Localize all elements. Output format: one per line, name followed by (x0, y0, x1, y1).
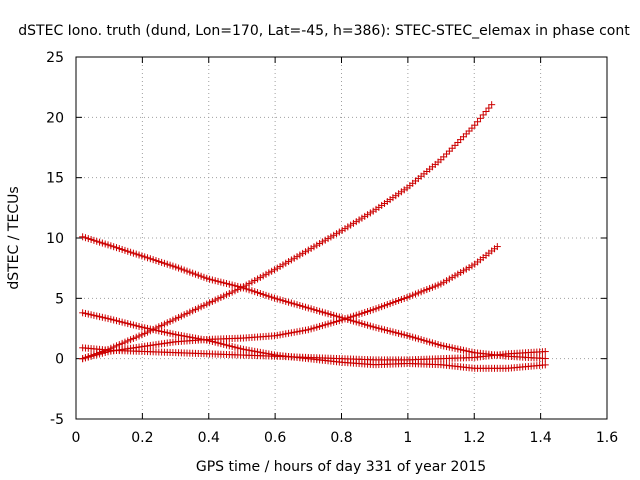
y-tick-label: 0 (55, 352, 64, 368)
y-tick-label: -5 (50, 412, 64, 428)
plot-frame (75, 56, 608, 420)
series-group (79, 101, 496, 363)
y-tick-label: 15 (46, 171, 64, 187)
x-axis-label: GPS time / hours of day 331 of year 2015 (196, 459, 486, 475)
x-tick-label: 0.4 (198, 430, 220, 446)
series-group (79, 344, 549, 364)
chart-title: dSTEC Iono. truth (dund, Lon=170, Lat=-4… (18, 23, 630, 39)
y-tick-label: 5 (55, 291, 64, 307)
x-tick-label: 1.4 (529, 430, 551, 446)
tick-labels: 0 0.2 0.4 0.6 0.8 1 1.2 1.4 1.6 -5 0 5 10 15 20 25 (46, 50, 618, 446)
data-series (79, 101, 549, 372)
x-tick-label: 0.6 (264, 430, 286, 446)
y-axis-label: dSTEC / TECUs (6, 186, 22, 289)
y-tick-label: 10 (46, 231, 64, 247)
x-tick-label: 1.6 (596, 430, 618, 446)
series-group (79, 233, 549, 363)
x-tick-label: 0 (72, 430, 81, 446)
y-tick-label: 20 (46, 110, 64, 126)
x-tick-label: 0.8 (330, 430, 352, 446)
x-tick-label: 1.2 (463, 430, 485, 446)
grid-lines (76, 57, 607, 419)
x-tick-label: 1 (403, 430, 412, 446)
series-group (79, 309, 549, 372)
y-tick-label: 25 (46, 50, 64, 66)
x-tick-label: 0.2 (131, 430, 153, 446)
